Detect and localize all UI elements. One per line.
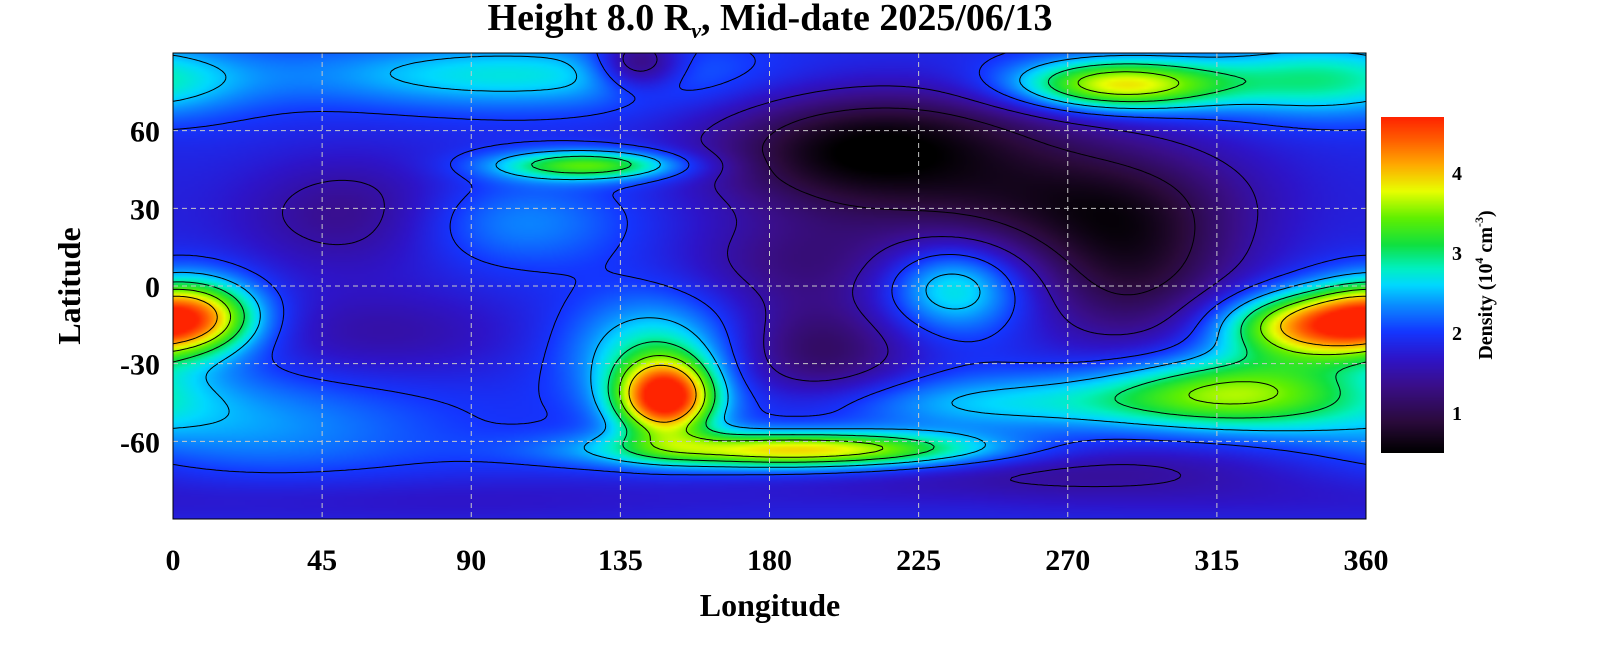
y-tick-label: 60 <box>130 116 160 149</box>
y-axis-label: Latitude <box>51 227 87 344</box>
x-tick-label: 315 <box>1194 544 1239 577</box>
x-tick-label: 0 <box>166 544 181 577</box>
colorbar-tick-label: 1 <box>1452 403 1462 425</box>
contour-level-2 <box>172 52 1367 476</box>
plot-frame <box>172 52 1367 520</box>
y-axis-ticks: 60 30 0 -30 -60 <box>120 116 160 460</box>
contour-level-2-5 <box>172 52 1367 468</box>
colorbar-tick-label: 4 <box>1452 163 1462 185</box>
colorbar-title: Density (104 cm-3) <box>1472 210 1497 359</box>
grid-lines <box>173 53 1366 519</box>
contour-level-3-5 <box>172 71 1367 458</box>
contour-lines <box>172 52 1367 488</box>
contour-level-4 <box>172 295 1367 423</box>
contour-level-1-5 <box>282 52 1259 488</box>
x-axis-ticks: 0 45 90 135 180 225 270 315 360 <box>166 544 1389 577</box>
x-tick-label: 360 <box>1344 544 1389 577</box>
x-tick-label: 135 <box>598 544 643 577</box>
y-tick-label: -60 <box>120 426 160 459</box>
colorbar-tick-label: 2 <box>1452 323 1462 345</box>
y-tick-label: 30 <box>130 193 160 226</box>
x-tick-label: 90 <box>456 544 486 577</box>
x-axis-label: Longitude <box>700 587 840 623</box>
colorbar-tick-label: 3 <box>1452 243 1462 265</box>
x-tick-label: 270 <box>1045 544 1090 577</box>
contour-level-3 <box>172 63 1367 463</box>
colorbar-gradient <box>1381 117 1444 453</box>
x-tick-label: 225 <box>896 544 941 577</box>
x-tick-label: 180 <box>747 544 792 577</box>
contour-level-1 <box>761 107 1196 296</box>
colorbar: 1 2 3 4 Density (104 cm-3) <box>1381 117 1497 453</box>
y-tick-label: -30 <box>120 349 160 382</box>
plot-area <box>172 52 1367 520</box>
chart-title: Height 8.0 Rν, Mid-date 2025/06/13 <box>488 0 1053 43</box>
y-tick-label: 0 <box>145 271 160 304</box>
colorbar-ticks: 1 2 3 4 <box>1452 163 1462 425</box>
x-tick-label: 45 <box>307 544 337 577</box>
